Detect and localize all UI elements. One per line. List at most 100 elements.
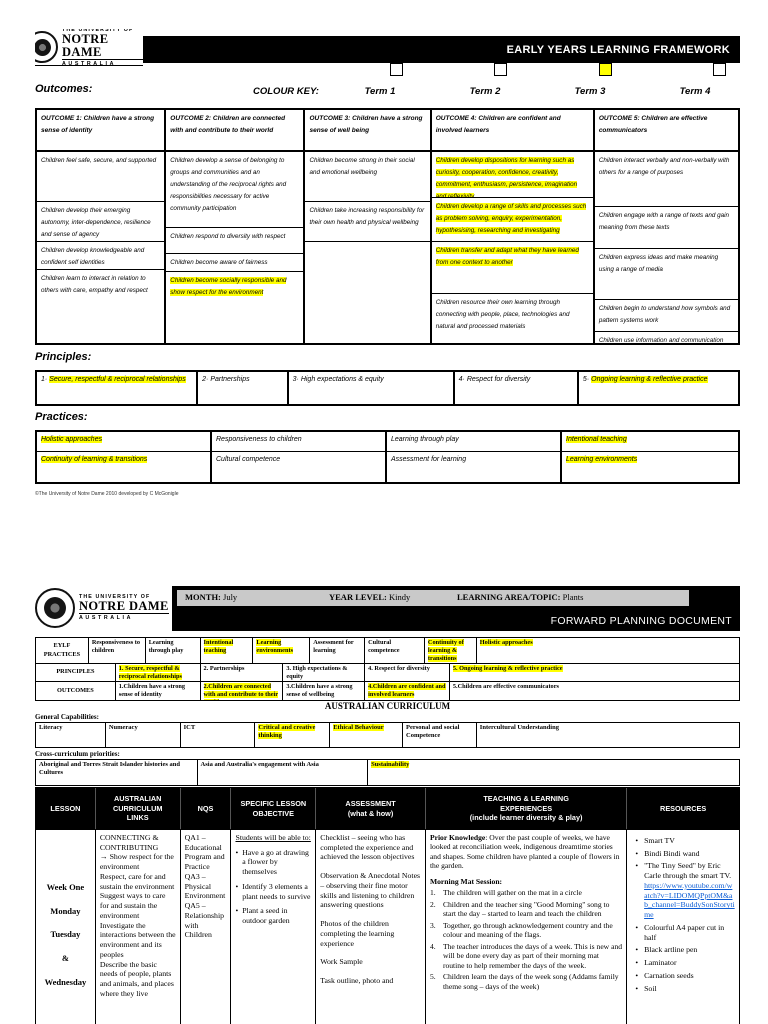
outcome-4-title: OUTCOME 4: Children are confident and in… — [431, 110, 593, 152]
eylf-practice-cell: Holistic approaches — [476, 638, 739, 664]
capability-cell: Numeracy — [106, 723, 181, 747]
principle-cell: 5· Ongoing learning & reflective practice — [582, 376, 708, 383]
copyright-text: ©The University of Notre Dame 2010 devel… — [35, 491, 179, 497]
term1-label: Term 1 — [364, 86, 396, 97]
capability-cell: Personal and social Competence — [403, 723, 477, 747]
practice-cell: Continuity of learning & transitions — [37, 452, 212, 482]
resource-item: • Laminator — [635, 958, 677, 968]
outcome-4-column: OUTCOME 4: Children are confident and in… — [431, 110, 595, 343]
morning-mat-label: Morning Mat Session: — [429, 876, 503, 886]
eylf-table: EYLF PRACTICES Responsiveness to childre… — [35, 637, 740, 701]
learning-area-field: LEARNING AREA/TOPIC: Plants — [457, 592, 584, 602]
assessment-cell: Checklist – seeing who has completed the… — [316, 830, 426, 1024]
header-nqs: NQS — [181, 788, 232, 829]
page2-title-bar: MONTH: July YEAR LEVEL: Kindy LEARNING A… — [172, 586, 740, 631]
eylf-practice-cell: Continuity of learning & transitions — [424, 638, 477, 664]
eylf-principle-cell: 4. Respect for diversity — [365, 664, 450, 682]
term3-checkbox[interactable] — [599, 63, 612, 76]
resource-item: • Black artline pen — [635, 945, 698, 955]
principle-cell: 1· Secure, respectful & reciprocal relati… — [37, 372, 199, 404]
outcomes-table: OUTCOME 1: Children have a strong sense … — [35, 108, 740, 345]
eylf-practice-cell: Intentional teaching — [200, 638, 254, 664]
outcome-1-column: OUTCOME 1: Children have a strong sense … — [37, 110, 167, 343]
prior-knowledge-label: Prior Knowledge — [429, 833, 486, 842]
header-assessment: ASSESSMENT (what & how) — [316, 788, 426, 829]
term4-label: Term 4 — [679, 86, 711, 97]
outcome-cell: Children develop a sense of belonging to… — [166, 152, 304, 228]
principles-label: Principles: — [35, 351, 92, 363]
outcome-cell: Children transfer and adapt what they ha… — [431, 242, 593, 294]
lesson-table-header: LESSON AUSTRALIAN CURRICULUM LINKS NQS S… — [35, 787, 740, 830]
eylf-practices-label: EYLF PRACTICES — [36, 638, 89, 664]
notre-dame-logo-2: THE UNIVERSITY OF NOTRE DAME AUSTRALIA — [35, 584, 172, 631]
outcome-cell: Children feel safe, secure, and supporte… — [37, 152, 165, 202]
practice-cell: Learning through play — [387, 432, 562, 452]
youtube-link[interactable]: https://www.youtube.com/watch?v=LIDOMQPp… — [644, 880, 735, 920]
nqs-cell: QA1 – Educational Program and Practice Q… — [181, 830, 232, 1024]
eylf-principles-label: PRINCIPLES — [36, 664, 116, 682]
outcome-cell: Children take increasing responsibility … — [305, 202, 430, 242]
notre-dame-logo: THE UNIVERSITY OF NOTRE DAME AUSTRALIA — [35, 29, 143, 66]
term1-checkbox[interactable] — [390, 63, 403, 76]
header-lesson: LESSON — [36, 788, 96, 829]
australian-curriculum-title: AUSTRALIAN CURRICULUM — [324, 701, 451, 711]
teaching-step: 2. Children and the teacher sing "Good Mo… — [429, 899, 610, 919]
outcome-cell: Children express ideas and make meaning … — [594, 249, 738, 300]
resource-item: • Smart TV — [635, 836, 675, 845]
outcome-5-title: OUTCOME 5: Children are effective commun… — [594, 110, 738, 152]
outcome-cell: Children develop knowledgeable and confi… — [37, 242, 165, 270]
outcome-cell: Children engage with a range of texts an… — [594, 207, 738, 249]
term2-label: Term 2 — [469, 86, 501, 97]
capability-cell: Literacy — [36, 723, 106, 747]
resource-item: • Bindi Bindi wand — [635, 848, 700, 858]
lesson-week-cell: Week One Monday Tuesday & Wednesday — [36, 830, 96, 1024]
capability-cell: Critical and creative thinking — [255, 723, 331, 747]
practice-cell: Intentional teaching — [562, 432, 738, 452]
objective-heading: Students will be able to: — [235, 833, 311, 842]
teaching-cell: Prior Knowledge: Over the past couple of… — [426, 830, 628, 1024]
term2-checkbox[interactable] — [494, 63, 507, 76]
eylf-outcomes-label: OUTCOMES — [36, 682, 116, 700]
eylf-practice-cell: Learning through play — [145, 638, 201, 664]
outcome-cell: Children develop their emerging autonomy… — [37, 202, 165, 242]
notre-dame-logo-text: THE UNIVERSITY OF NOTRE DAME AUSTRALIA — [62, 29, 143, 65]
eylf-outcome-cell: 4.Children are confident and involved le… — [365, 682, 450, 700]
practice-cell: Responsiveness to children — [212, 432, 387, 452]
header-resources: RESOURCES — [660, 803, 707, 813]
practices-label: Practices: — [35, 411, 88, 423]
outcome-cell: Children become strong in their social a… — [305, 152, 430, 202]
outcome-cell: Children develop dispositions for learni… — [431, 152, 593, 198]
eylf-practice-cell: Cultural competence — [365, 638, 425, 664]
outcomes-label: Outcomes: — [35, 83, 93, 95]
month-field: MONTH: July — [185, 592, 238, 602]
eylf-principle-cell: 5. Ongoing learning & reflective practic… — [449, 664, 739, 682]
outcome-cell: Children respond to diversity with respe… — [166, 228, 304, 254]
colour-key-label: COLOUR KEY: — [253, 86, 319, 97]
notre-dame-logo-text: THE UNIVERSITY OF NOTRE DAME AUSTRALIA — [79, 593, 169, 622]
outcome-cell: Children use information and communicati… — [598, 337, 724, 343]
eylf-principle-cell: 3. High expectations & equity — [283, 664, 366, 682]
header-teaching: TEACHING & LEARNING EXPERIENCES (include… — [426, 788, 628, 829]
term4-checkbox[interactable] — [713, 63, 726, 76]
eylf-principle-cell: 1. Secure, respectful & reciprocal relat… — [115, 664, 201, 682]
eylf-practice-cell: Assessment for learning — [310, 638, 366, 664]
outcome-2-column: OUTCOME 2: Children are connected with a… — [166, 110, 306, 343]
objective-cell: Students will be able to: • Have a go at … — [231, 830, 317, 1024]
outcome-cell: Children begin to understand how symbols… — [594, 300, 738, 332]
outcome-2-title: OUTCOME 2: Children are connected with a… — [166, 110, 304, 152]
eylf-outcome-cell: 3.Children have a strong sense of wellbe… — [283, 682, 366, 700]
practice-cell: Learning environments — [566, 456, 638, 463]
page1-title-bar: EARLY YEARS LEARNING FRAMEWORK — [140, 36, 740, 63]
eylf-outcome-cell: 2.Children are connected with and contri… — [201, 682, 284, 700]
header-curriculum-links: AUSTRALIAN CURRICULUM LINKS — [96, 788, 181, 829]
year-level-field: YEAR LEVEL: Kindy — [329, 592, 411, 602]
outcome-cell: Children develop a range of skills and p… — [431, 198, 593, 242]
practice-cell: Cultural competence — [212, 452, 387, 482]
header-objective: SPECIFIC LESSON OBJECTIVE — [231, 788, 317, 829]
cross-curriculum-label: Cross-curriculum priorities: — [35, 750, 120, 758]
principle-cell: 4· Respect for diversity — [455, 372, 579, 404]
outcome-3-column: OUTCOME 3: Children have a strong sense … — [305, 110, 432, 343]
general-capabilities-label: General Capabilities: — [35, 713, 99, 721]
teaching-step: 4. The teacher introduces the days of a w… — [429, 941, 623, 970]
